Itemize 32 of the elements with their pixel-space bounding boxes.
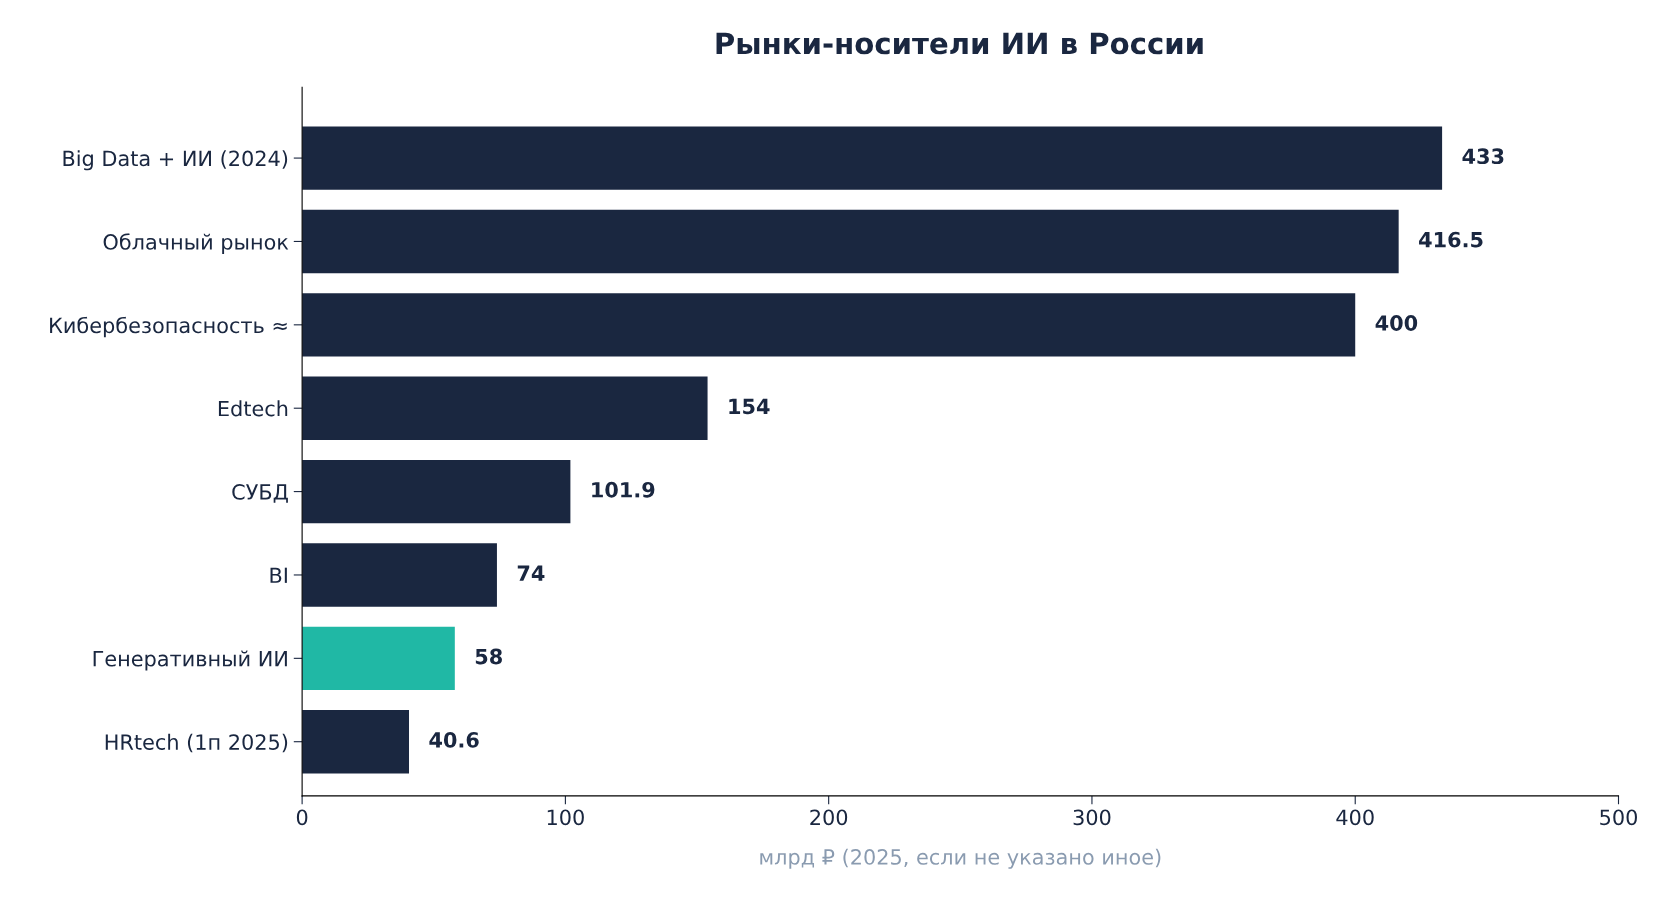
x-tick-label: 200: [810, 809, 848, 826]
data-label: 74: [517, 565, 545, 581]
y-tick-label: BI: [270, 567, 287, 583]
y-tick-label: Big Data + ИИ (2024): [63, 150, 288, 171]
x-axis-title: млрд ₽ (2025, если не указано иное): [760, 848, 1161, 869]
bar: [302, 376, 708, 440]
y-tick-label: HRtech (1п 2025): [105, 733, 288, 753]
data-label: 40.6: [429, 732, 479, 748]
data-label: 416.5: [1419, 231, 1483, 248]
x-tick-label: 300: [1073, 809, 1111, 826]
x-tick-label: 500: [1600, 809, 1637, 826]
data-label: 400: [1375, 315, 1418, 331]
bar: [302, 459, 571, 524]
y-tick-label: Генеративный ИИ: [93, 650, 287, 671]
chart-title: Рынки-носители ИИ в России: [716, 32, 1203, 55]
bar: [302, 626, 455, 691]
y-tick-label: СУБД: [232, 484, 288, 503]
bar: [302, 293, 1356, 357]
data-label: 154: [729, 398, 770, 415]
x-tick-label: 400: [1336, 809, 1374, 826]
data-label: 101.9: [592, 481, 655, 498]
bar: [302, 543, 497, 607]
data-label: 58: [475, 648, 502, 665]
x-tick-label: 100: [547, 809, 584, 826]
bar: [302, 126, 1443, 190]
y-tick-label: Edtech: [218, 400, 288, 417]
bar: [302, 710, 410, 774]
y-tick-label: Кибербезопасность ≈: [50, 316, 287, 338]
x-tick-label: 0: [296, 809, 308, 826]
y-tick-label: Облачный рынок: [103, 233, 289, 254]
data-label: 433: [1462, 148, 1504, 165]
bar: [302, 209, 1399, 274]
